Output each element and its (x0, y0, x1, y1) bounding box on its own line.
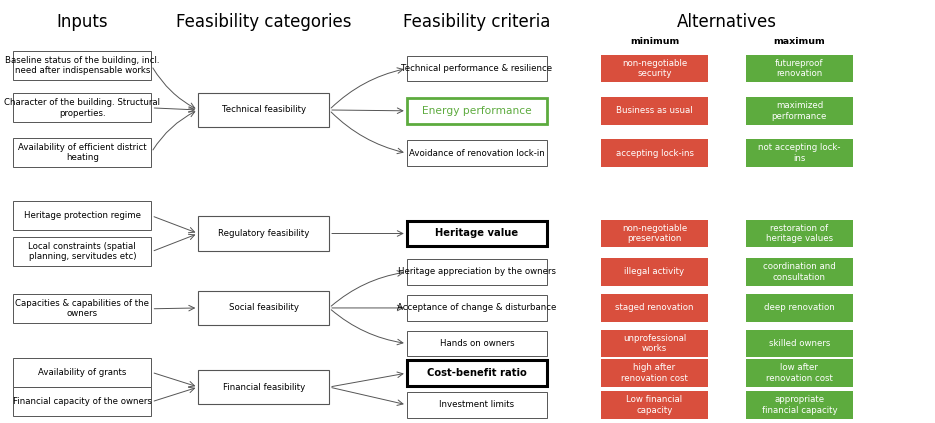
Text: Acceptance of change & disturbance: Acceptance of change & disturbance (397, 303, 556, 313)
Text: non-negotiable
security: non-negotiable security (622, 59, 687, 78)
Text: Energy performance: Energy performance (422, 106, 532, 116)
Text: coordination and
consultation: coordination and consultation (763, 262, 836, 282)
FancyBboxPatch shape (198, 370, 329, 404)
Text: accepting lock-ins: accepting lock-ins (615, 148, 694, 158)
Text: Technical feasibility: Technical feasibility (222, 105, 306, 115)
FancyBboxPatch shape (198, 291, 329, 325)
FancyBboxPatch shape (407, 56, 547, 81)
FancyBboxPatch shape (198, 216, 329, 251)
FancyBboxPatch shape (198, 93, 329, 127)
FancyBboxPatch shape (407, 221, 547, 246)
Text: deep renovation: deep renovation (764, 303, 835, 313)
FancyBboxPatch shape (746, 97, 853, 125)
FancyBboxPatch shape (746, 330, 853, 357)
Text: Regulatory feasibility: Regulatory feasibility (218, 229, 309, 238)
Text: Inputs: Inputs (56, 13, 108, 31)
Text: Social feasibility: Social feasibility (229, 303, 298, 313)
FancyBboxPatch shape (407, 331, 547, 356)
FancyBboxPatch shape (746, 391, 853, 419)
Text: low after
renovation cost: low after renovation cost (766, 363, 833, 383)
FancyBboxPatch shape (600, 360, 709, 387)
FancyBboxPatch shape (746, 139, 853, 167)
FancyBboxPatch shape (746, 294, 853, 321)
FancyBboxPatch shape (13, 93, 151, 122)
Text: maximized
performance: maximized performance (771, 101, 827, 121)
FancyBboxPatch shape (746, 360, 853, 387)
FancyBboxPatch shape (600, 97, 709, 125)
FancyBboxPatch shape (600, 258, 709, 286)
FancyBboxPatch shape (407, 360, 547, 386)
Text: minimum: minimum (630, 37, 679, 46)
Text: Business as usual: Business as usual (616, 106, 693, 115)
Text: Character of the building. Structural
properties.: Character of the building. Structural pr… (5, 98, 160, 118)
FancyBboxPatch shape (600, 391, 709, 419)
Text: Technical performance & resilience: Technical performance & resilience (401, 64, 553, 73)
Text: high after
renovation cost: high after renovation cost (621, 363, 688, 383)
Text: Avoidance of renovation lock-in: Avoidance of renovation lock-in (409, 148, 545, 158)
Text: Financial feasibility: Financial feasibility (223, 382, 305, 392)
FancyBboxPatch shape (13, 237, 151, 266)
Text: Alternatives: Alternatives (677, 13, 777, 31)
Text: appropriate
financial capacity: appropriate financial capacity (762, 395, 837, 415)
FancyBboxPatch shape (13, 51, 151, 80)
Text: maximum: maximum (773, 37, 826, 46)
FancyBboxPatch shape (13, 201, 151, 230)
Text: Heritage protection regime: Heritage protection regime (23, 211, 141, 220)
FancyBboxPatch shape (407, 259, 547, 285)
Text: Feasibility categories: Feasibility categories (176, 13, 352, 31)
Text: Capacities & capabilities of the
owners: Capacities & capabilities of the owners (15, 299, 150, 319)
FancyBboxPatch shape (600, 220, 709, 247)
Text: unprofessional
works: unprofessional works (623, 334, 686, 353)
FancyBboxPatch shape (407, 295, 547, 321)
FancyBboxPatch shape (600, 330, 709, 357)
Text: not accepting lock-
ins: not accepting lock- ins (758, 143, 841, 163)
FancyBboxPatch shape (407, 392, 547, 418)
Text: futureproof
renovation: futureproof renovation (775, 59, 824, 78)
FancyBboxPatch shape (407, 98, 547, 124)
Text: illegal activity: illegal activity (625, 267, 684, 277)
FancyBboxPatch shape (13, 387, 151, 416)
FancyBboxPatch shape (746, 258, 853, 286)
FancyBboxPatch shape (407, 140, 547, 166)
Text: skilled owners: skilled owners (769, 339, 830, 348)
Text: non-negotiable
preservation: non-negotiable preservation (622, 224, 687, 243)
FancyBboxPatch shape (600, 139, 709, 167)
FancyBboxPatch shape (600, 294, 709, 321)
Text: Heritage value: Heritage value (436, 228, 518, 239)
Text: Heritage appreciation by the owners: Heritage appreciation by the owners (398, 267, 555, 277)
Text: Low financial
capacity: Low financial capacity (626, 395, 683, 415)
FancyBboxPatch shape (13, 138, 151, 167)
FancyBboxPatch shape (746, 220, 853, 247)
Text: Baseline status of the building, incl.
need after indispensable works: Baseline status of the building, incl. n… (5, 56, 160, 75)
FancyBboxPatch shape (746, 55, 853, 82)
Text: Hands on owners: Hands on owners (439, 339, 514, 348)
Text: restoration of
heritage values: restoration of heritage values (766, 224, 833, 243)
Text: Investment limits: Investment limits (439, 400, 514, 409)
Text: Cost-benefit ratio: Cost-benefit ratio (427, 368, 526, 378)
Text: Feasibility criteria: Feasibility criteria (403, 13, 551, 31)
Text: Availability of efficient district
heating: Availability of efficient district heati… (18, 143, 147, 162)
Text: Financial capacity of the owners: Financial capacity of the owners (13, 397, 151, 407)
FancyBboxPatch shape (600, 55, 709, 82)
FancyBboxPatch shape (13, 294, 151, 323)
Text: Local constraints (spatial
planning, servitudes etc): Local constraints (spatial planning, ser… (28, 242, 137, 261)
FancyBboxPatch shape (13, 358, 151, 387)
Text: staged renovation: staged renovation (615, 303, 694, 313)
Text: Availability of grants: Availability of grants (38, 368, 126, 377)
